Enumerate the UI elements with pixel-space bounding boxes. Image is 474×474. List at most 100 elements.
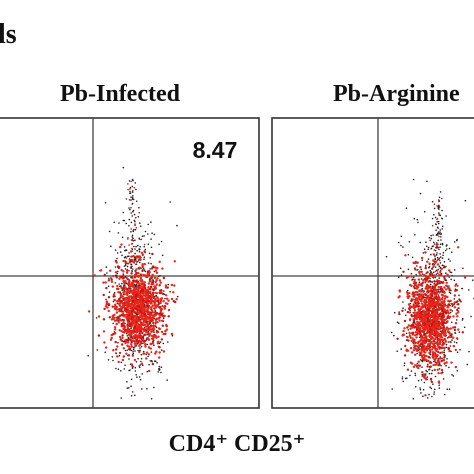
- scatter-point: [143, 250, 146, 253]
- scatter-point: [420, 379, 423, 381]
- scatter-point: [447, 335, 451, 339]
- scatter-point: [450, 251, 453, 253]
- scatter-point: [442, 281, 445, 284]
- scatter-point: [135, 338, 138, 341]
- scatter-point: [417, 294, 421, 298]
- scatter-point: [153, 307, 156, 310]
- scatter-point: [437, 320, 440, 323]
- scatter-point: [118, 354, 121, 357]
- scatter-point: [425, 369, 427, 372]
- scatter-point: [423, 359, 426, 362]
- scatter-point: [87, 355, 89, 357]
- scatter-point: [445, 343, 448, 346]
- scatter-point: [130, 231, 132, 233]
- scatter-point: [435, 361, 438, 365]
- scatter-point: [436, 270, 439, 272]
- scatter-point: [125, 313, 128, 316]
- scatter-point: [131, 243, 133, 245]
- scatter-point: [170, 297, 174, 301]
- scatter-point: [429, 360, 432, 364]
- scatter-point: [144, 304, 146, 306]
- scatter-point: [113, 319, 117, 322]
- scatter-point: [103, 341, 106, 344]
- scatter-point: [122, 297, 125, 300]
- scatter-point: [413, 287, 416, 290]
- scatter-point: [139, 225, 142, 227]
- scatter-point: [406, 368, 410, 371]
- scatter-point: [133, 342, 137, 345]
- scatter-point: [433, 393, 435, 395]
- scatter-point: [419, 327, 422, 330]
- scatter-point: [137, 316, 140, 320]
- scatter-point: [129, 306, 132, 309]
- scatter-point: [157, 301, 160, 305]
- scatter-point: [148, 369, 151, 373]
- scatter-point: [115, 308, 119, 311]
- scatter-point: [159, 341, 162, 343]
- scatter-point: [453, 298, 456, 300]
- scatter-point: [424, 346, 427, 350]
- scatter-point: [122, 279, 125, 283]
- scatter-point: [428, 330, 431, 334]
- scatter-point: [155, 305, 158, 308]
- scatter-point: [162, 332, 165, 336]
- scatter-point: [140, 360, 142, 363]
- scatter-point: [139, 261, 141, 264]
- scatter-point: [115, 276, 118, 279]
- scatter-point: [150, 309, 154, 312]
- scatter-point: [416, 293, 419, 296]
- scatter-point: [433, 391, 436, 393]
- scatter-point: [448, 285, 450, 287]
- scatter-point: [146, 331, 150, 334]
- scatter-point: [431, 224, 434, 227]
- scatter-point: [432, 383, 434, 386]
- scatter-point: [127, 183, 129, 185]
- scatter-point: [125, 257, 128, 259]
- scatter-point: [424, 251, 427, 254]
- scatter-point: [161, 312, 164, 315]
- scatter-point: [415, 273, 418, 276]
- scatter-point: [425, 310, 428, 313]
- scatter-point: [131, 365, 134, 368]
- scatter-point: [419, 334, 423, 337]
- scatter-point: [140, 362, 144, 365]
- scatter-point: [135, 245, 137, 248]
- scatter-point: [138, 206, 140, 209]
- scatter-point: [144, 294, 148, 297]
- scatter-point: [418, 289, 422, 293]
- scatter-point: [158, 291, 161, 295]
- scatter-point: [461, 287, 464, 290]
- scatter-point: [443, 334, 447, 337]
- scatter-point: [137, 216, 140, 218]
- scatter-point: [438, 199, 440, 201]
- scatter-point: [426, 329, 430, 332]
- scatter-point: [125, 222, 127, 225]
- scatter-point: [130, 212, 132, 214]
- scatter-point: [443, 261, 446, 263]
- scatter-point: [433, 296, 436, 299]
- scatter-point: [441, 307, 444, 310]
- scatter-point: [429, 328, 432, 331]
- scatter-point: [127, 345, 131, 348]
- scatter-point: [435, 318, 438, 321]
- scatter-point: [457, 246, 460, 249]
- scatter-point: [140, 357, 143, 360]
- scatter-point: [425, 264, 427, 267]
- scatter-point: [411, 256, 414, 259]
- scatter-point: [139, 341, 143, 344]
- scatter-point: [442, 359, 446, 362]
- scatter-point: [437, 357, 440, 361]
- scatter-point: [448, 332, 451, 335]
- scatter-point: [424, 266, 427, 270]
- scatter-point: [412, 278, 414, 281]
- scatter-point: [453, 241, 456, 243]
- scatter-point: [426, 286, 429, 290]
- scatter-point: [122, 211, 124, 214]
- scatter-point: [154, 266, 157, 269]
- scatter-point: [442, 302, 445, 305]
- scatter-point: [404, 377, 407, 380]
- scatter-point: [428, 266, 431, 268]
- scatter-point: [131, 198, 134, 200]
- scatter-point: [413, 346, 416, 350]
- scatter-point: [407, 329, 410, 331]
